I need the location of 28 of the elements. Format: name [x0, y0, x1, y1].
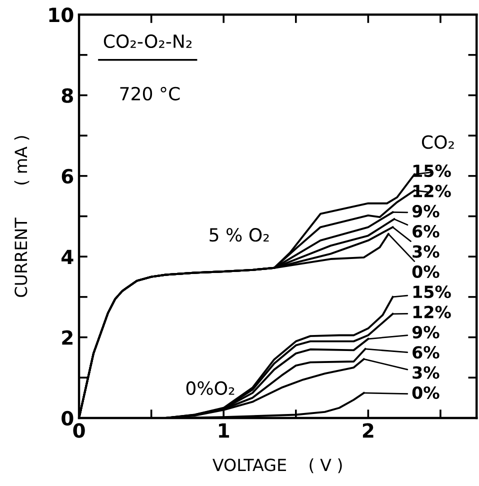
annotation: 5 % O₂ [210, 228, 269, 242]
series-label: 15% [413, 164, 451, 178]
y-tick-label: 4 [62, 250, 74, 264]
series-label: 15% [413, 286, 451, 298]
legend-label: 6% [412, 346, 440, 359]
annotation: 720 °C [120, 86, 180, 100]
y-tick-label: 6 [62, 168, 74, 184]
y-tick-label: 0 [62, 410, 74, 426]
legend-label: 3% [412, 245, 440, 258]
x-tick-label: 2 [362, 423, 374, 438]
x-axis-title: VOLTAGE ( V ) [212, 458, 342, 474]
x-tick-label: 1 [219, 423, 230, 438]
legend-label: 3% [412, 366, 440, 379]
legend-label: 9% [412, 326, 440, 338]
y-tick-label: 2 [62, 330, 72, 345]
legend-label: 0% [412, 386, 440, 399]
text: 0% [412, 265, 440, 278]
y-axis-title: CURRENT ( mA ) [14, 136, 30, 297]
series-label: 12% [413, 184, 451, 198]
legend-label: 12% [413, 306, 451, 318]
legend-label: 9% [412, 204, 440, 218]
legend-label: 6% [412, 225, 440, 238]
x-tick-label: 0 [73, 423, 85, 438]
annotation: 0%O₂ [186, 381, 234, 395]
y-tick-label: 8 [62, 88, 73, 103]
y-tick-label: 10 [49, 8, 74, 22]
annotation: CO₂ [422, 135, 454, 149]
annotation: CO₂-O₂-N₂ [104, 34, 192, 48]
